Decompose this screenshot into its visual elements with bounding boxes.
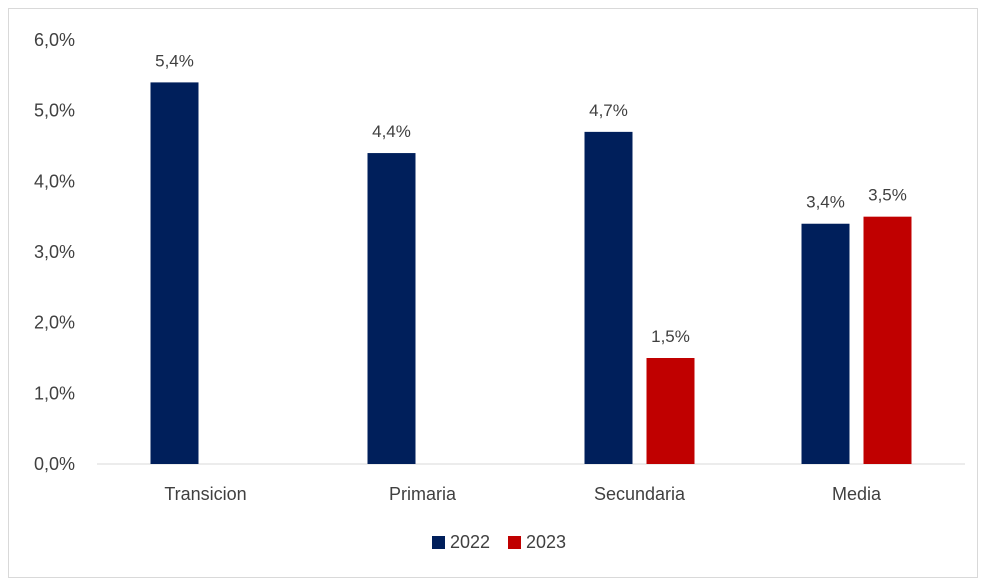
x-tick-label: Primaria <box>389 484 457 504</box>
x-tick-label: Secundaria <box>594 484 686 504</box>
data-label: 1,5% <box>651 327 690 346</box>
y-tick-label: 3,0% <box>34 242 75 262</box>
data-label: 4,4% <box>372 122 411 141</box>
y-tick-label: 4,0% <box>34 171 75 191</box>
legend-label: 2023 <box>526 532 566 552</box>
bar-2022-secundaria <box>584 131 633 464</box>
y-tick-label: 6,0% <box>34 30 75 50</box>
x-tick-label: Transicion <box>164 484 246 504</box>
data-label: 3,4% <box>806 193 845 212</box>
bar-2023-secundaria <box>646 358 695 464</box>
data-label: 3,5% <box>868 186 907 205</box>
bar-2022-primaria <box>367 153 416 465</box>
data-label: 5,4% <box>155 51 194 70</box>
chart-frame <box>8 8 978 578</box>
y-tick-label: 5,0% <box>34 101 75 121</box>
y-tick-label: 0,0% <box>34 454 75 474</box>
y-tick-label: 1,0% <box>34 383 75 403</box>
legend-swatch-2022 <box>432 536 445 549</box>
legend-swatch-2023 <box>508 536 521 549</box>
bar-2022-transicion <box>150 82 199 465</box>
legend-label: 2022 <box>450 532 490 552</box>
y-tick-label: 2,0% <box>34 313 75 333</box>
bar-2023-media <box>863 216 912 464</box>
data-label: 4,7% <box>589 101 628 120</box>
bar-2022-media <box>801 223 850 464</box>
x-tick-label: Media <box>832 484 882 504</box>
